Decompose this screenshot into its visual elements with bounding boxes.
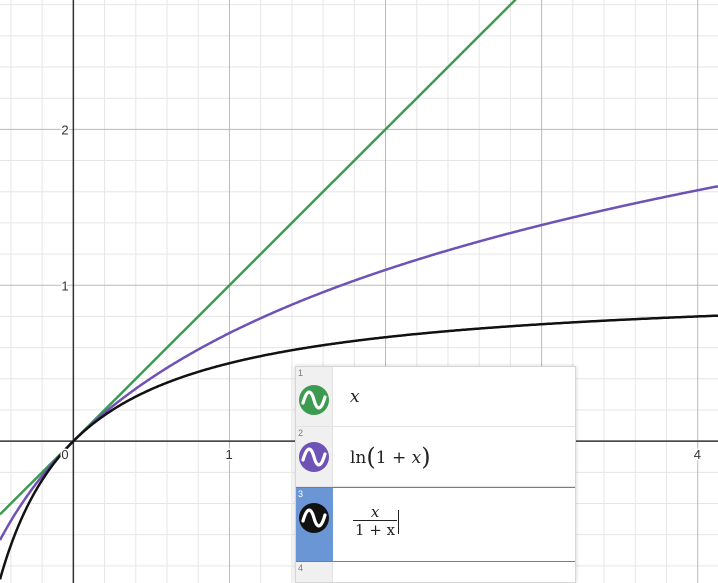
expression-row-2[interactable]: 2 ln(1 + x) <box>296 427 575 487</box>
wave-icon-graphic <box>299 503 329 533</box>
expression-row-1[interactable]: 1 x <box>296 367 575 427</box>
text-cursor <box>398 509 400 534</box>
fraction-denominator: 1 + x <box>353 520 398 539</box>
tick-labels: 0 1 4 1 2 <box>60 121 703 464</box>
expression-gutter: 3 <box>296 488 333 561</box>
wave-icon[interactable] <box>299 385 329 415</box>
x-tick-label: 4 <box>694 447 701 462</box>
row-number: 2 <box>298 428 304 438</box>
expression-input[interactable]: ln(1 + x) <box>350 441 431 471</box>
expression-gutter: 2 <box>296 427 333 486</box>
expression-gutter: 1 <box>296 367 333 426</box>
y-tick-label: 2 <box>61 122 68 137</box>
fraction: x 1 + x <box>353 503 398 539</box>
curve-ln-1-plus-x <box>0 185 718 541</box>
expression-input[interactable]: x <box>350 387 360 407</box>
curve-y-equals-x <box>0 0 517 516</box>
expression-gutter: 4 <box>296 562 333 582</box>
row-number: 3 <box>298 489 304 499</box>
wave-icon[interactable] <box>299 442 329 472</box>
y-tick-label: 1 <box>61 278 68 293</box>
open-paren: ( <box>366 443 376 471</box>
constant-one: 1 <box>375 448 387 468</box>
variable-x: x <box>350 387 360 407</box>
expression-list: 1 x 2 ln(1 + x) 3 x 1 + x <box>295 366 576 583</box>
expression-input[interactable]: x 1 + x <box>353 503 400 539</box>
wave-icon-graphic <box>299 442 329 472</box>
x-tick-label: 1 <box>225 447 232 462</box>
row-number: 4 <box>298 563 304 573</box>
expression-row-4[interactable]: 4 <box>296 562 575 582</box>
close-paren: ) <box>421 443 431 471</box>
variable-x: x <box>411 448 422 468</box>
wave-icon[interactable] <box>299 503 329 533</box>
curve-x-over-1-plus-x <box>0 314 718 580</box>
row-number: 1 <box>298 368 304 378</box>
wave-icon-graphic <box>299 385 329 415</box>
x-tick-label: 0 <box>61 447 68 462</box>
fraction-numerator: x <box>370 503 380 521</box>
expression-row-3[interactable]: 3 x 1 + x <box>296 487 575 562</box>
function-name: ln <box>350 448 367 468</box>
plus-sign: + <box>392 448 407 468</box>
